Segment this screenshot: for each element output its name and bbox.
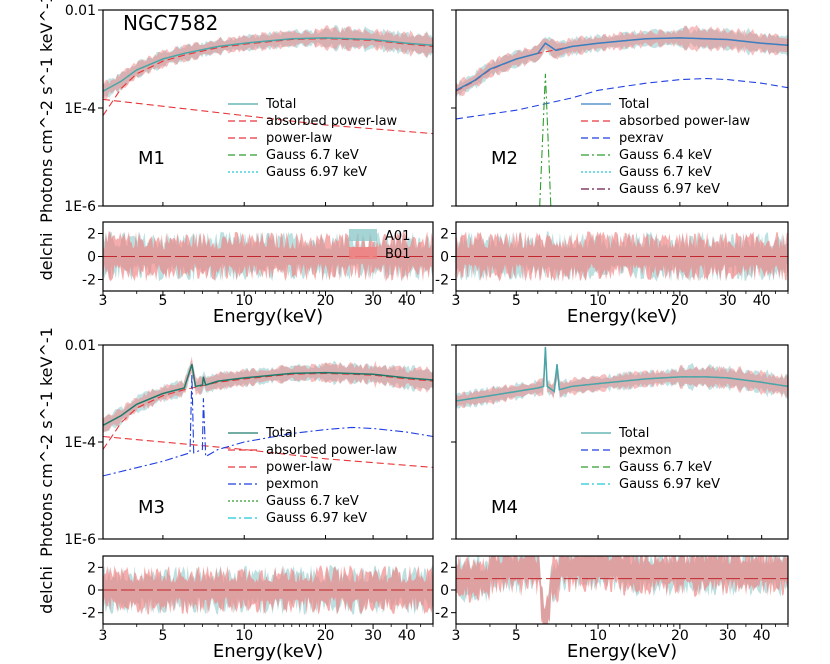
panel-m2-ytick-residual-label: 0	[440, 250, 449, 266]
panel-m1-xlabel: Energy(keV)	[213, 306, 323, 327]
panel-m3-line-pexmon	[103, 374, 433, 477]
panel-m1-legend-label: absorbed power-law	[266, 114, 398, 129]
panel-m1-data-legend-label: A01	[385, 229, 410, 244]
panel-m4-legend-label: Gauss 6.97 keV	[619, 477, 720, 492]
panel-m4-ytick-residual-label: 0	[440, 583, 449, 599]
panel-m3-xtick-label: 30	[364, 628, 382, 644]
panel-m3-ytick-residual-label: 2	[87, 560, 96, 576]
panel-m4-xtick-label: 40	[753, 628, 771, 644]
panel-m1-ytick-residual-label: 2	[87, 227, 96, 243]
panel-m3-line-absorbed-power-law	[103, 372, 433, 450]
panel-m3-ytick-label: 1E-4	[64, 435, 96, 451]
panel-m1-ylabel: Photons cm^-2 s^-1 keV^-1	[37, 0, 56, 223]
panel-m2-spectrum-band-b01	[456, 24, 788, 98]
panel-m1-legend-label: power-law	[266, 131, 333, 146]
panel-m2-model-label: M2	[491, 148, 518, 169]
panel-m4-legend-label: pexmon	[619, 443, 672, 458]
panel-m2-ytick-residual-label: 2	[440, 227, 449, 243]
panel-m2-legend-label: Total	[618, 97, 649, 112]
panel-m3-ylabel: Photons cm^-2 s^-1 keV^-1	[37, 327, 56, 557]
panel-m2-legend-label: pexrav	[619, 131, 664, 146]
panel-m1-xtick-label: 40	[398, 293, 416, 309]
panel-m4-legend-label: Gauss 6.7 keV	[619, 460, 712, 475]
panel-m3-xtick-label: 40	[398, 628, 416, 644]
panel-m2-line-total	[456, 37, 788, 91]
panel-m1-ytick-label: 0.01	[65, 3, 96, 19]
panel-m4-residual-band-b01	[456, 556, 788, 624]
panel-m4-xtick-label: 20	[671, 628, 689, 644]
panel-m3-xtick-label: 5	[158, 628, 167, 644]
panel-m3-ylabel-residual: delchi	[37, 566, 56, 614]
panel-m3-legend-label: absorbed power-law	[266, 443, 398, 458]
panel-m2-xtick-label: 40	[753, 293, 771, 309]
panel-m1-data-legend-swatch	[349, 247, 377, 259]
panel-m2-legend-label: Gauss 6.7 keV	[619, 165, 712, 180]
panel-m2-xtick-label: 20	[671, 293, 689, 309]
panel-m1-ytick-label: 1E-6	[64, 199, 96, 215]
panel-m4-legend-label: Total	[618, 426, 649, 441]
panel-m4-model-label: M4	[491, 497, 518, 518]
panel-m1-xtick-label: 3	[99, 293, 108, 309]
panel-m1-model-label: M1	[138, 148, 165, 169]
panel-m4-xtick-label: 3	[452, 628, 461, 644]
panel-m2-legend-label: Gauss 6.97 keV	[619, 182, 720, 197]
labels-layer: 3 5 10 20 30 40Energy(keV)0.011E-41E-620-2Pho…	[37, 0, 771, 662]
panel-m4-ytick-residual-label: -2	[435, 606, 449, 622]
panel-m3-legend-label: pexmon	[266, 477, 319, 492]
panel-m4-xlabel: Energy(keV)	[567, 641, 677, 662]
panel-m3-line-power-law	[103, 435, 433, 468]
panel-m3-xtick-label: 10	[235, 628, 253, 644]
panel-m2-legend-label: absorbed power-law	[619, 114, 751, 129]
panel-m3-model-label: M3	[138, 497, 165, 518]
panel-m3-legend-label: Gauss 6.97 keV	[266, 511, 367, 526]
panel-m2-xtick-label: 3	[452, 293, 461, 309]
panel-m4-xtick-label: 10	[589, 628, 607, 644]
model-lines-layer	[103, 37, 788, 591]
panel-m1-legend-label: Gauss 6.7 keV	[266, 148, 359, 163]
panel-m3-ytick-label: 1E-6	[64, 532, 96, 548]
panel-m2-xtick-label: 30	[719, 293, 737, 309]
panel-m1-xtick-label: 30	[364, 293, 382, 309]
panel-m1-data-legend-label: B01	[385, 247, 410, 262]
panel-m3-line-total	[103, 364, 433, 427]
panel-m2-legend-label: Gauss 6.4 keV	[619, 148, 712, 163]
panel-m1-ytick-residual-label: -2	[82, 273, 96, 289]
panel-m1-ylabel-residual: delchi	[37, 233, 56, 281]
panel-m4-xtick-label: 5	[512, 628, 521, 644]
panel-m1-legend-label: Total	[265, 97, 296, 112]
panel-m1-data-legend-swatch	[349, 229, 377, 241]
panel-m3-xtick-label: 3	[99, 628, 108, 644]
panel-m1-ytick-residual-label: 0	[87, 250, 96, 266]
axes-frames-layer	[98, 9, 789, 629]
panel-m1-legend-label: Gauss 6.97 keV	[266, 165, 367, 180]
panel-m1-line-total	[103, 37, 433, 92]
panel-m1-ytick-label: 1E-4	[64, 101, 96, 117]
panel-m4-line-total	[456, 347, 788, 402]
panel-m2-ytick-residual-label: -2	[435, 273, 449, 289]
panel-m3-legend-label: power-law	[266, 460, 333, 475]
panel-m3-ytick-label: 0.01	[65, 338, 96, 354]
panel-m2-line-gauss-6-4-kev	[539, 73, 552, 206]
panel-m3-ytick-residual-label: 0	[87, 583, 96, 599]
panel-m3-legend-label: Total	[265, 426, 296, 441]
panel-m1-spectrum-band-b01	[103, 25, 433, 100]
panel-m1-line-absorbed-power-law	[103, 38, 433, 116]
panel-m3-legend-label: Gauss 6.7 keV	[266, 494, 359, 509]
panel-m1-xtick-label: 10	[235, 293, 253, 309]
panel-m4-ytick-residual-label: 2	[440, 560, 449, 576]
panel-m2-xtick-label: 10	[589, 293, 607, 309]
panel-m3-xtick-label: 20	[317, 628, 335, 644]
panel-m3-xlabel: Energy(keV)	[213, 641, 323, 662]
panel-m2-xlabel: Energy(keV)	[567, 306, 677, 327]
panel-m1-xtick-label: 5	[158, 293, 167, 309]
panel-m3-ytick-residual-label: -2	[82, 606, 96, 622]
panel-m2-xtick-label: 5	[512, 293, 521, 309]
panel-m1-title: NGC7582	[123, 11, 218, 35]
panel-m4-spectrum-band-b01	[456, 345, 788, 409]
panel-m1-xtick-label: 20	[317, 293, 335, 309]
panel-m3-spectrum-band-b01	[103, 356, 433, 434]
panel-m1-line-power-law	[103, 98, 433, 135]
panel-m4-xtick-label: 30	[719, 628, 737, 644]
